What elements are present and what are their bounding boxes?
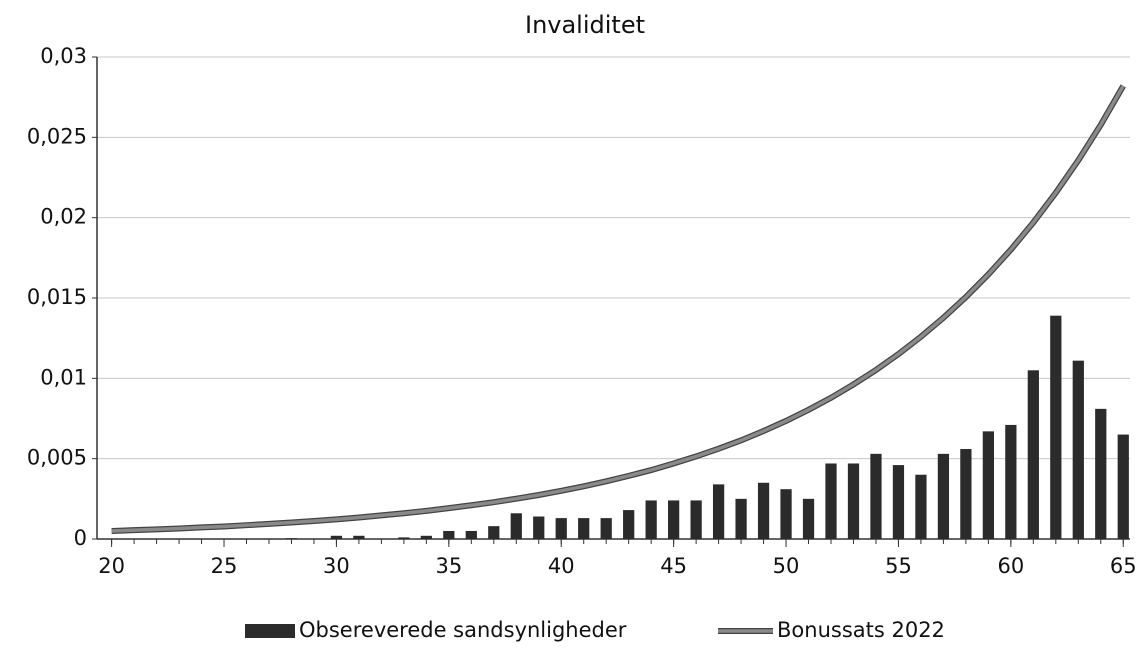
bar	[937, 453, 950, 539]
bar	[285, 538, 298, 539]
bar	[780, 489, 792, 539]
y-tick-label: 0,005	[27, 446, 87, 470]
bar	[1027, 370, 1039, 539]
bar	[533, 516, 545, 539]
line	[111, 85, 1125, 533]
bar	[982, 431, 994, 539]
bar	[330, 535, 343, 539]
y-tick-label: 0,01	[40, 365, 87, 389]
bar	[870, 453, 882, 539]
x-tick-label: 55	[885, 554, 912, 578]
bar	[510, 513, 522, 539]
bar	[1072, 360, 1084, 539]
bar	[802, 498, 815, 539]
legend-label: Bonussats 2022	[777, 618, 945, 642]
x-tick-label: 25	[211, 554, 238, 578]
y-tick-label: 0,03	[40, 44, 87, 68]
legend-label: Obsereverede sandsynligheder	[299, 618, 627, 642]
bar	[915, 474, 927, 539]
bar	[1117, 434, 1129, 539]
bar	[465, 530, 477, 539]
bar	[960, 449, 972, 539]
bar	[443, 530, 455, 539]
x-tick-label: 50	[773, 554, 800, 578]
bar	[668, 500, 680, 539]
x-tick-label: 35	[435, 554, 462, 578]
bar	[578, 518, 590, 539]
x-tick-label: 40	[548, 554, 575, 578]
bar	[420, 535, 432, 539]
chart-title: Invaliditet	[525, 11, 645, 39]
bar	[1050, 315, 1062, 539]
bar	[353, 535, 365, 539]
x-tick-label: 30	[323, 554, 350, 578]
bar	[645, 500, 657, 539]
bar	[847, 463, 860, 539]
bar	[757, 482, 770, 539]
y-tick-label: 0	[74, 526, 87, 550]
bar	[690, 500, 702, 539]
x-tick-label: 45	[660, 554, 687, 578]
legend-swatch	[245, 624, 295, 638]
bar	[825, 463, 837, 539]
x-tick-label: 20	[98, 554, 125, 578]
bar	[623, 510, 635, 539]
y-tick-label: 0,025	[27, 124, 87, 148]
bar	[600, 518, 612, 539]
bar	[555, 518, 567, 539]
bar	[1095, 408, 1107, 539]
bar	[1005, 424, 1017, 539]
x-tick-label: 60	[997, 554, 1024, 578]
y-tick-label: 0,02	[40, 205, 87, 229]
bar	[712, 484, 725, 539]
x-tick-label: 65	[1110, 554, 1137, 578]
y-tick-label: 0,015	[27, 285, 87, 309]
bar	[488, 526, 500, 539]
bar	[735, 498, 747, 539]
bar	[398, 537, 410, 539]
bar	[892, 465, 905, 539]
